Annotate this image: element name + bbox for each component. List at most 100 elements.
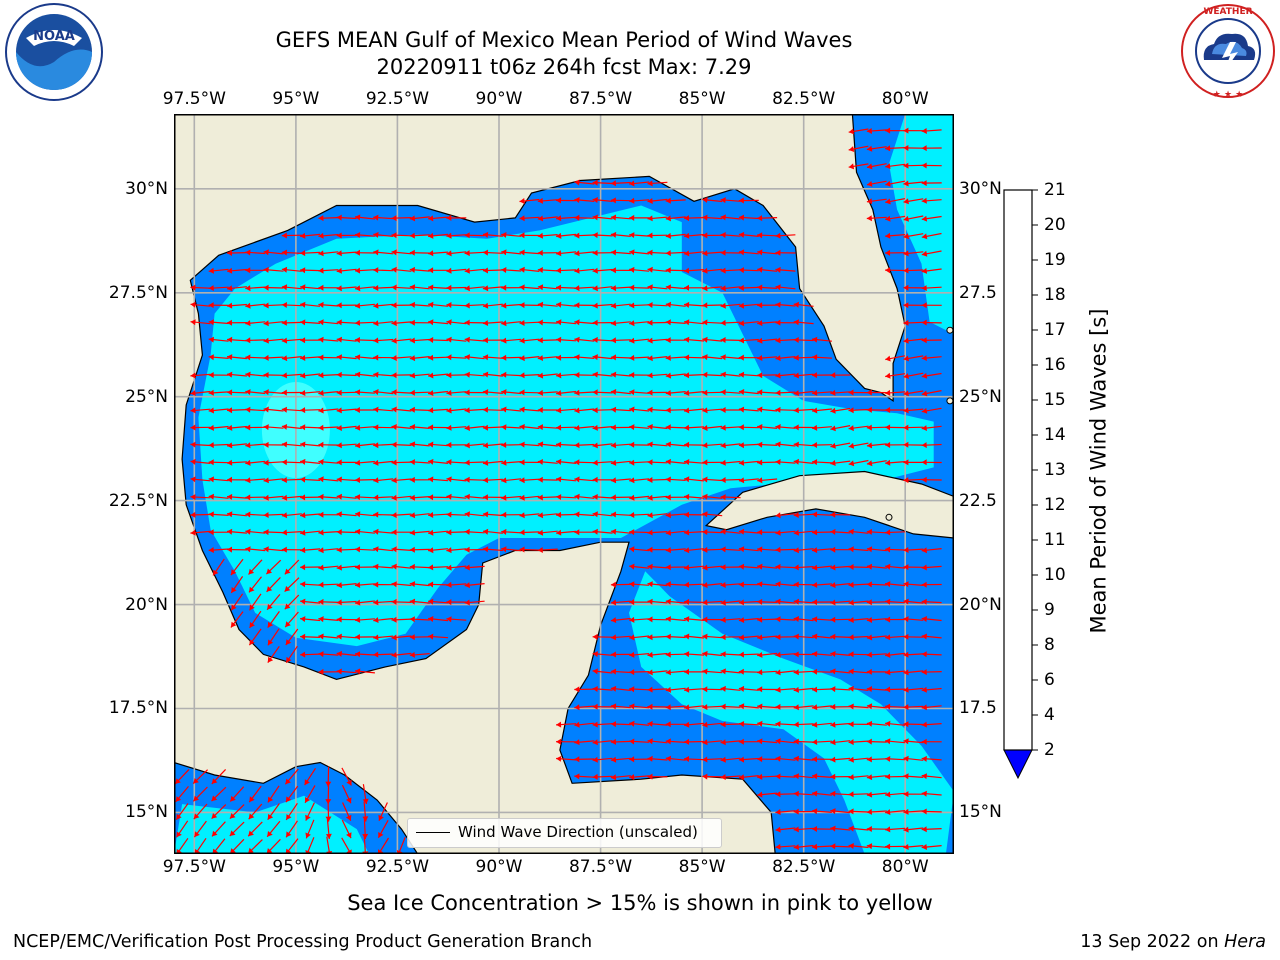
- wave-arrowhead-745: [629, 546, 635, 553]
- wave-arrowhead-320: [409, 355, 416, 362]
- wave-arrowhead-236: [921, 302, 927, 309]
- wave-arrowhead-271: [903, 319, 909, 326]
- wave-arrowhead-967: [903, 669, 909, 676]
- wave-arrowhead-370: [629, 372, 635, 378]
- wave-arrowhead-376: [738, 371, 745, 378]
- wave-arrowhead-501: [812, 424, 818, 431]
- wave-arrowhead-458: [775, 406, 781, 413]
- wave-arrowhead-282: [373, 337, 379, 344]
- wave-arrowhead-1089: [793, 773, 799, 780]
- wave-arrowhead-429: [245, 406, 251, 413]
- wave-arrowhead-196: [738, 284, 744, 291]
- wave-arrowhead-1045: [830, 739, 836, 746]
- wave-arrowhead-470: [245, 424, 251, 431]
- wave-arrowhead-882: [812, 616, 818, 623]
- wave-arrowhead-686: [830, 511, 836, 518]
- wave-arrowhead-316: [336, 354, 342, 361]
- wave-arrowhead-685: [812, 511, 818, 518]
- wave-arrowhead-626: [227, 493, 233, 500]
- wave-arrowhead-1050: [921, 738, 927, 745]
- wave-arrowhead-199: [903, 284, 909, 291]
- wave-arrowhead-223: [592, 302, 598, 309]
- wave-arrowhead-801: [355, 582, 361, 588]
- wave-arrowhead-1110: [793, 790, 799, 797]
- wave-arrowhead-891: [285, 639, 292, 645]
- wave-arrowhead-555: [300, 458, 306, 465]
- wave-arrowhead-658: [263, 512, 269, 518]
- wave-arrowhead-564: [464, 459, 470, 466]
- wave-arrowhead-338: [738, 354, 744, 361]
- wave-arrowhead-570: [574, 459, 580, 466]
- wave-arrowhead-290: [519, 337, 525, 344]
- wave-arrowhead-939: [793, 651, 799, 658]
- wave-arrowhead-753: [775, 546, 781, 553]
- lat-tick-right-6: 15°N: [959, 802, 1002, 823]
- wave-arrowhead-690: [245, 528, 251, 535]
- wave-arrowhead-346: [190, 372, 196, 379]
- wave-arrowhead-639: [464, 493, 470, 500]
- wave-arrowhead-373: [684, 372, 690, 379]
- colorbar-tick-16: 21: [1044, 180, 1066, 200]
- wave-arrowhead-359: [428, 372, 434, 379]
- wave-arrowhead-923: [336, 650, 342, 657]
- wave-arrowhead-938: [775, 651, 781, 658]
- wave-arrowhead-854: [866, 599, 872, 606]
- wave-arrowhead-750: [720, 546, 726, 553]
- wave-arrowhead-41: [336, 214, 342, 221]
- wave-arrowhead-498: [757, 424, 763, 430]
- wave-arrowhead-636: [409, 494, 415, 501]
- wave-arrowhead-682: [702, 511, 708, 518]
- wave-arrowhead-1107: [362, 798, 369, 804]
- wave-arrowhead-605: [464, 476, 470, 483]
- wave-arrowhead-87: [665, 232, 671, 239]
- wave-arrowhead-672: [519, 512, 525, 519]
- wave-arrowhead-58: [702, 214, 708, 221]
- wave-arrowhead-1123: [267, 813, 274, 820]
- wave-arrowhead-26: [556, 197, 562, 204]
- wave-arrowhead-235: [903, 302, 909, 309]
- wave-arrowhead-481: [446, 424, 452, 431]
- wave-arrowhead-37: [885, 198, 891, 205]
- wave-arrowhead-1: [866, 128, 872, 134]
- wave-arrowhead-694: [318, 529, 324, 536]
- wave-arrowhead-238: [208, 319, 214, 326]
- colorbar-frame: [1003, 189, 1033, 751]
- wave-arrowhead-407: [592, 389, 598, 396]
- wave-arrowhead-381: [830, 372, 836, 379]
- wave-arrowhead-619: [720, 477, 726, 483]
- wave-arrowhead-580: [757, 459, 763, 466]
- wave-arrowhead-512: [263, 441, 269, 448]
- wave-arrowhead-747: [665, 547, 671, 554]
- wave-arrowhead-623: [921, 476, 927, 483]
- wave-arrowhead-4: [921, 128, 927, 134]
- wave-arrowhead-673: [537, 512, 544, 519]
- wave-arrowhead-813: [702, 582, 708, 589]
- wave-arrowhead-23: [921, 180, 927, 187]
- wave-arrowhead-1146: [305, 832, 311, 839]
- wave-arrowhead-17: [610, 180, 616, 187]
- wave-arrowhead-400: [464, 389, 470, 396]
- wave-arrowhead-208: [318, 301, 324, 308]
- wave-arrowhead-1067: [848, 756, 854, 763]
- wave-arrowhead-921: [300, 651, 306, 658]
- wave-arrowhead-468: [208, 424, 214, 431]
- footer-branch: NCEP/EMC/Verification Post Processing Pr…: [13, 932, 593, 952]
- wave-arrowhead-878: [738, 617, 745, 623]
- wave-arrowhead-873: [647, 616, 653, 623]
- wave-arrowhead-389: [263, 389, 269, 396]
- wave-arrowhead-358: [409, 372, 416, 379]
- colorbar-tick-11: 16: [1044, 355, 1066, 375]
- wave-arrowhead-590: [190, 476, 196, 483]
- wave-arrowhead-804: [409, 581, 416, 588]
- wave-arrowhead-384: [921, 372, 928, 379]
- wave-arrowhead-504: [866, 424, 872, 431]
- wave-arrowhead-991: [610, 703, 617, 710]
- wave-arrowhead-904: [665, 633, 671, 640]
- wave-arrowhead-344: [903, 355, 909, 362]
- wave-arrowhead-275: [245, 337, 251, 344]
- wave-arrowhead-993: [647, 703, 653, 710]
- wave-arrowhead-858: [230, 621, 237, 628]
- footer-timestamp: 13 Sep 2022 on Hera: [1080, 932, 1266, 952]
- wave-arrowhead-984: [848, 685, 854, 692]
- wave-arrowhead-571: [592, 459, 598, 466]
